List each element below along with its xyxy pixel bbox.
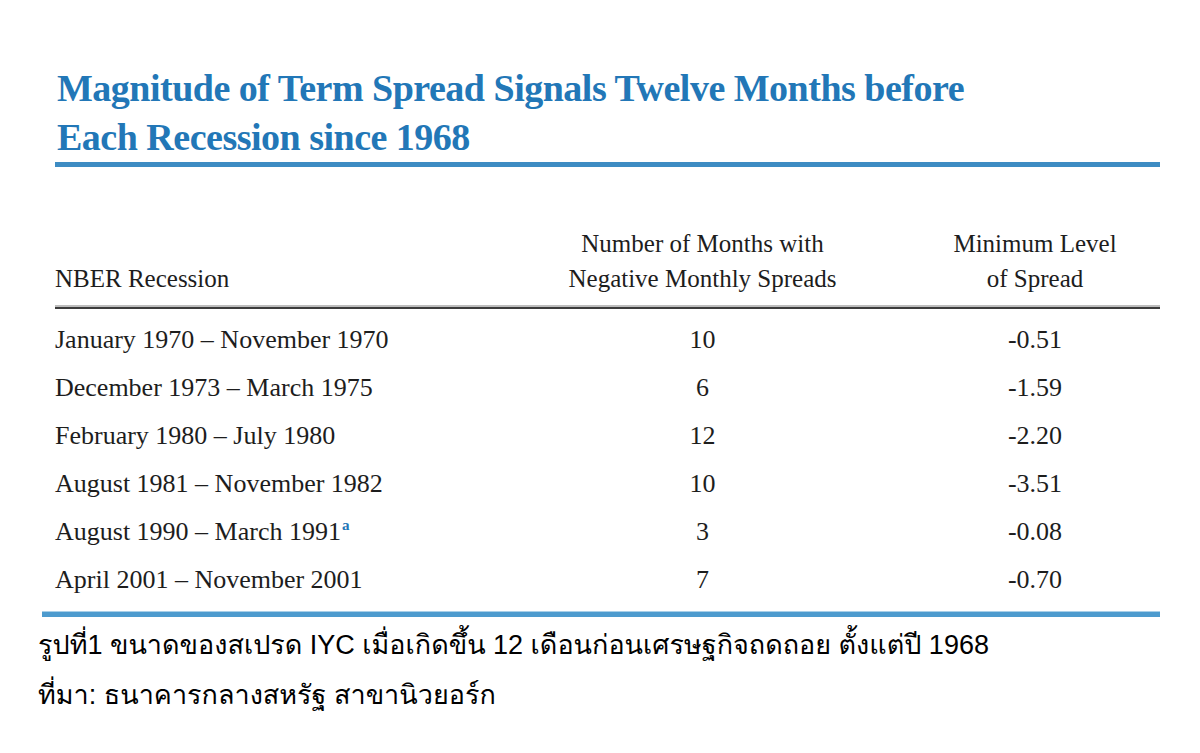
cell-min-spread: -3.51 — [910, 469, 1160, 499]
table-row: January 1970 – November 1970 10 -0.51 — [55, 316, 1160, 364]
cell-min-spread: -0.51 — [910, 325, 1160, 355]
footnote-marker: a — [342, 517, 350, 533]
cell-recession: January 1970 – November 1970 — [55, 325, 495, 355]
cell-min-spread: -0.08 — [910, 517, 1160, 547]
cell-min-spread: -1.59 — [910, 373, 1160, 403]
header-months-negative-spreads: Number of Months with Negative Monthly S… — [495, 226, 910, 296]
cell-months: 3 — [495, 517, 910, 547]
cell-recession: April 2001 – November 2001 — [55, 565, 495, 595]
header-nber-recession: NBER Recession — [55, 261, 495, 296]
cell-recession: February 1980 – July 1980 — [55, 421, 495, 451]
figure-title-line2: Each Recession since 1968 — [57, 113, 1127, 162]
recession-table: NBER Recession Number of Months with Neg… — [55, 226, 1160, 604]
table-row: April 2001 – November 2001 7 -0.70 — [55, 556, 1160, 604]
figure-caption-thai: รูปที่1 ขนาดของสเปรด IYC เมื่อเกิดขึ้น 1… — [38, 628, 1158, 662]
table-body: January 1970 – November 1970 10 -0.51 De… — [55, 309, 1160, 604]
header-minimum-level: Minimum Level of Spread — [910, 226, 1160, 296]
cell-min-spread: -2.20 — [910, 421, 1160, 451]
cell-min-spread: -0.70 — [910, 565, 1160, 595]
cell-months: 10 — [495, 469, 910, 499]
table-header-row: NBER Recession Number of Months with Neg… — [55, 226, 1160, 305]
table-bottom-rule — [42, 611, 1160, 617]
table-row: February 1980 – July 1980 12 -2.20 — [55, 412, 1160, 460]
cell-recession: August 1981 – November 1982 — [55, 469, 495, 499]
source-line-thai: ที่มา: ธนาคารกลางสหรัฐ สาขานิวยอร์ก — [38, 678, 1158, 712]
cell-months: 10 — [495, 325, 910, 355]
figure-title: Magnitude of Term Spread Signals Twelve … — [57, 64, 1127, 162]
title-underline-rule — [55, 162, 1160, 167]
cell-months: 6 — [495, 373, 910, 403]
table-row: December 1973 – March 1975 6 -1.59 — [55, 364, 1160, 412]
cell-months: 7 — [495, 565, 910, 595]
table-row: August 1981 – November 1982 10 -3.51 — [55, 460, 1160, 508]
figure-title-line1: Magnitude of Term Spread Signals Twelve … — [57, 64, 1127, 113]
cell-recession: August 1990 – March 1991a — [55, 517, 495, 547]
cell-recession: December 1973 – March 1975 — [55, 373, 495, 403]
document-page: Magnitude of Term Spread Signals Twelve … — [0, 0, 1200, 753]
cell-months: 12 — [495, 421, 910, 451]
table-row: August 1990 – March 1991a 3 -0.08 — [55, 508, 1160, 556]
